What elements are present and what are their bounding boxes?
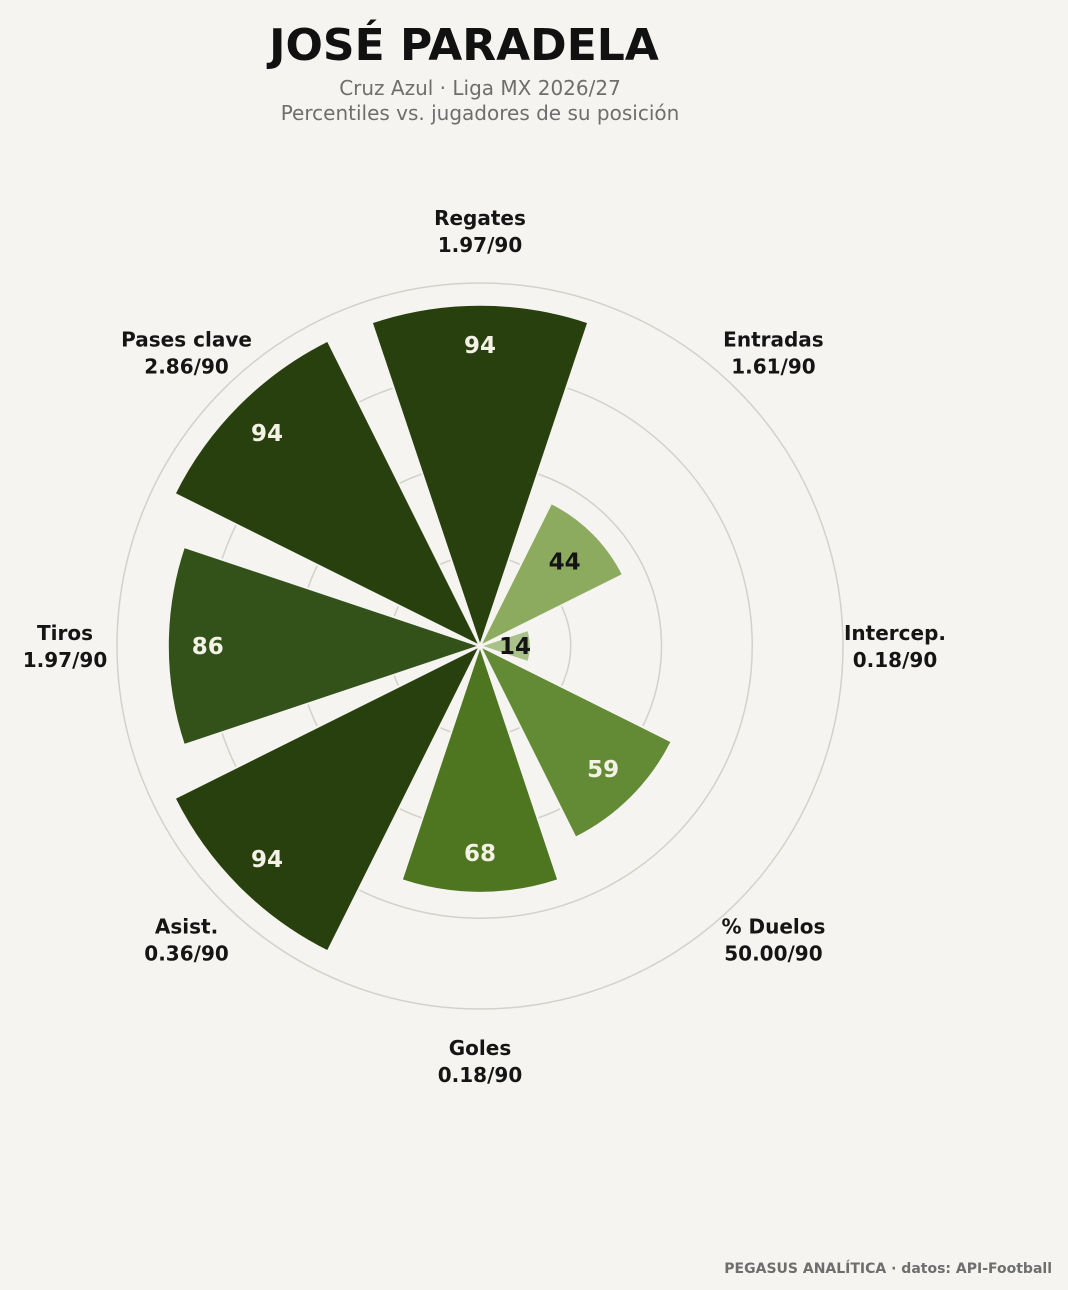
category-stat: 50.00/90 (724, 941, 822, 965)
category-label-duelos: % Duelos 50.00/90 (721, 914, 825, 965)
value-label-goles: 68 (464, 841, 496, 867)
grid-ring-100 (116, 282, 844, 1010)
bar-intercep (476, 628, 532, 664)
category-stat: 1.97/90 (438, 233, 522, 257)
category-labels: Regates 1.97/90 Entradas 1.61/90 Intercep. 0.… (23, 206, 946, 1087)
chart-subtitle-description: Percentiles vs. jugadores de su posición (281, 101, 680, 125)
category-name: Goles (449, 1036, 511, 1060)
bar-goles (400, 642, 560, 894)
category-stat: 0.36/90 (144, 941, 228, 965)
category-label-entradas: Entradas 1.61/90 (723, 328, 824, 379)
value-label-regates: 94 (464, 333, 496, 359)
chart-subtitle-club: Cruz Azul · Liga MX 2026/27 (339, 76, 621, 100)
category-label-intercep: Intercep. 0.18/90 (844, 621, 946, 672)
category-name: Entradas (723, 328, 824, 352)
category-label-goles: Goles 0.18/90 (438, 1036, 522, 1087)
bar-duelos (477, 643, 674, 840)
category-label-pases-clave: Pases clave 2.86/90 (121, 328, 252, 379)
bar-regates (370, 303, 590, 650)
category-name: Tiros (37, 621, 93, 645)
value-label-asist: 94 (251, 847, 283, 873)
category-name: Pases clave (121, 328, 252, 352)
value-label-tiros: 86 (192, 634, 224, 660)
category-label-asist: Asist. 0.36/90 (144, 914, 228, 965)
category-stat: 0.18/90 (438, 1063, 522, 1087)
category-stat: 2.86/90 (144, 355, 228, 379)
bar-entradas (477, 501, 625, 649)
value-label-intercep: 14 (499, 634, 531, 660)
category-stat: 0.18/90 (853, 648, 937, 672)
bar-asist (173, 643, 483, 953)
category-stat: 1.97/90 (23, 648, 107, 672)
bar-pases-clave (173, 339, 483, 649)
category-name: Regates (434, 206, 526, 230)
category-label-tiros: Tiros 1.97/90 (23, 621, 107, 672)
category-name: Asist. (155, 914, 218, 938)
category-name: % Duelos (721, 914, 825, 938)
value-label-entradas: 44 (549, 549, 581, 575)
footer-credit: PEGASUS ANALÍTICA · datos: API-Football (724, 1260, 1052, 1277)
value-label-duelos: 59 (587, 757, 619, 783)
category-name: Intercep. (844, 621, 946, 645)
category-stat: 1.61/90 (731, 355, 815, 379)
bar-tiros (166, 545, 484, 747)
value-label-pases-clave: 94 (251, 421, 283, 447)
percentile-value-labels: 94 44 14 59 68 94 86 94 (192, 333, 619, 873)
chart-title: JOSÉ PARADELA (266, 18, 659, 71)
category-label-regates: Regates 1.97/90 (434, 206, 526, 257)
percentile-bars (166, 303, 674, 953)
